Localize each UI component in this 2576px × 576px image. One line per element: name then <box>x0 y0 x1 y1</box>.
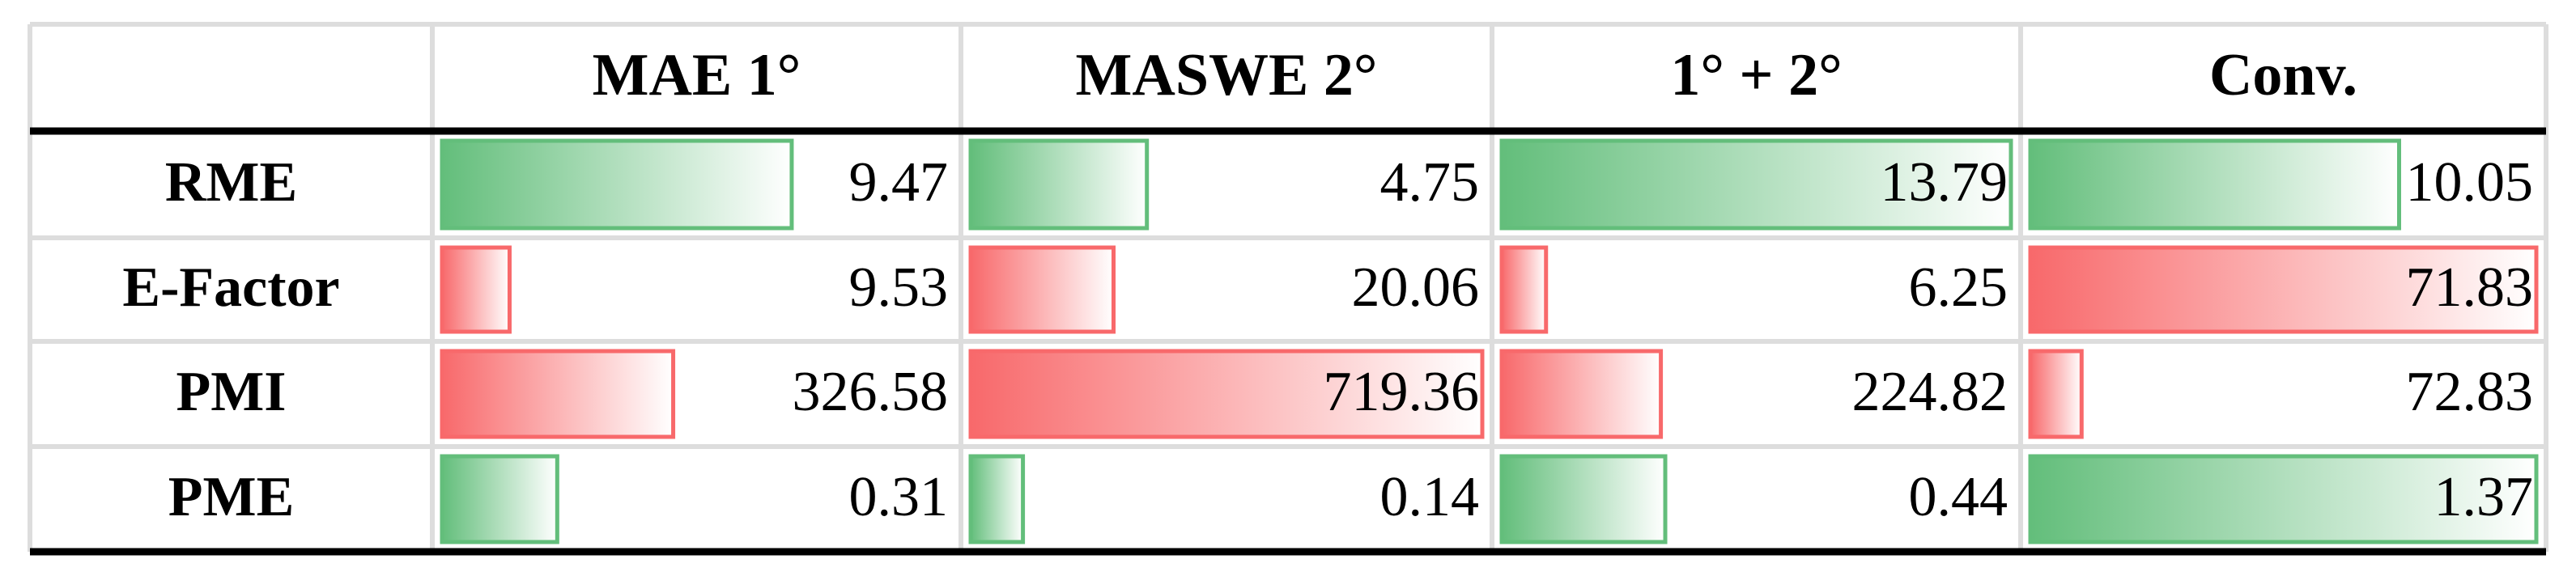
cell-value: 13.79 <box>1881 151 2009 214</box>
cell-value: 9.53 <box>849 256 949 319</box>
data-bar <box>968 349 1485 439</box>
data-bar <box>968 245 1116 334</box>
cell-value: 4.75 <box>1380 151 1480 214</box>
column-header: MASWE 2° <box>1076 42 1378 108</box>
data-bar <box>440 245 512 334</box>
cell-value: 224.82 <box>1852 361 2009 423</box>
data-bar <box>2028 138 2401 231</box>
data-bar <box>968 454 1026 544</box>
data-bar <box>1499 349 1664 439</box>
column-header: MAE 1° <box>593 42 801 108</box>
column-header: 1° + 2° <box>1670 42 1842 108</box>
data-bar <box>440 349 676 439</box>
data-bar <box>440 138 794 231</box>
cell-value: 20.06 <box>1352 256 1480 319</box>
cell-value: 71.83 <box>2406 256 2534 319</box>
row-label: PMI <box>176 361 286 423</box>
cell-value: 10.05 <box>2406 151 2534 214</box>
data-bar <box>2028 245 2539 334</box>
data-bar <box>968 138 1150 231</box>
cell-value: 6.25 <box>1909 256 2009 319</box>
cell-value: 0.44 <box>1909 466 2009 528</box>
data-bar <box>2028 454 2539 544</box>
row-label: RME <box>165 151 297 214</box>
column-header: Conv. <box>2209 42 2357 108</box>
data-bar <box>1499 454 1668 544</box>
data-bar <box>1499 138 2013 231</box>
data-bar <box>1499 245 1549 334</box>
cell-value: 9.47 <box>849 151 949 214</box>
cell-value: 1.37 <box>2434 466 2534 528</box>
cell-value: 0.14 <box>1380 466 1480 528</box>
cell-value: 719.36 <box>1324 361 1480 423</box>
cell-value: 72.83 <box>2406 361 2534 423</box>
data-bar <box>2028 349 2084 439</box>
data-bar <box>440 454 559 544</box>
cell-value: 0.31 <box>849 466 949 528</box>
row-label: PME <box>168 466 295 528</box>
cell-value: 326.58 <box>793 361 949 423</box>
row-label: E-Factor <box>122 256 339 319</box>
